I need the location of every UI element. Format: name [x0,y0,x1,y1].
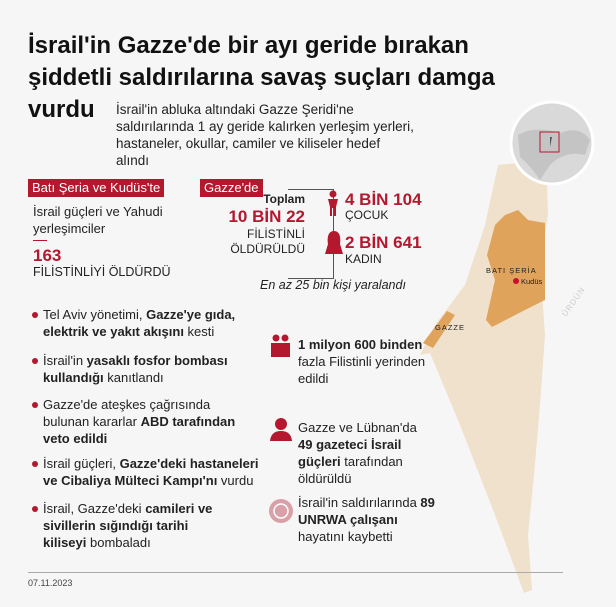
jordan-label: ÜRDÜN [560,285,587,318]
women-label: KADIN [345,252,382,266]
bullet-emphasis: Gazze'ye gıda, elektrik ve yakıt akışını [43,307,236,339]
bullet-text: kanıtlandı [103,370,164,385]
bullet-emphasis: ABD tarafından veto edildi [43,414,236,446]
bullet-text: Tel Aviv yönetimi, [43,307,147,322]
child-icon [328,190,338,216]
gaza-tag: Gazze'de [200,179,263,197]
journalist-icon [270,418,292,441]
children-count: 4 BİN 104 [345,190,422,209]
bullet-emphasis: camileri ve sivillerin sığındığı tarihi … [43,501,213,550]
fact-item: İsrail'in saldırılarında 89 UNRWA çalışa… [298,494,438,545]
bullet-text: Gazze'de ateşkes çağrısında bulunan kara… [43,397,211,429]
west-bank-territory [486,210,545,327]
fact-text: İsrail'in saldırılarında [298,495,421,510]
bullet-text: bombaladı [86,535,151,550]
west-bank-count: 163 [33,246,62,265]
footer-divider [28,572,563,573]
gaza-territory [423,311,455,348]
fact-text: Gazze ve Lübnan'da [298,420,417,435]
west-bank-label: BATI ŞERİA [486,266,537,275]
woman-icon [325,231,343,254]
bullet-emphasis: yasaklı fosfor bombası kullandığı [43,353,228,385]
fact-text: tarafından öldürüldü [298,454,403,486]
un-emblem-icon [269,499,293,523]
fact-text: hayatını kaybetti [298,529,393,544]
aa-logo [568,560,606,594]
gaza-label: GAZZE [435,323,465,332]
total-label: Toplam [263,192,305,206]
west-bank-caption: FİLİSTİNLİYİ ÖLDÜRDÜ [33,265,171,279]
locator-globe [509,100,595,186]
injured-note: En az 25 bin kişi yaralandı [260,278,406,292]
bullet-text: vurdu [217,473,254,488]
bullet-item: İsrail, Gazze'deki camileri ve sivilleri… [30,500,230,551]
map: BATI ŞERİA Kudüs GAZZE ÜRDÜN [420,100,595,593]
children-label: ÇOCUK [345,208,389,222]
bullet-text: İsrail'in [43,353,87,368]
bullet-item: Gazze'de ateşkes çağrısında bulunan kara… [30,396,260,447]
jerusalem-marker [513,278,519,284]
headline: İsrail'in Gazze'de bir ayı geride bıraka… [28,32,495,123]
bullet-emphasis: Gazze'deki hastaneleri ve Cibaliya Mülte… [43,456,259,488]
fact-emphasis: 89 UNRWA çalışanı [298,495,435,527]
jerusalem-label: Kudüs [521,277,543,286]
fact-emphasis: 1 milyon 600 binden [298,337,423,352]
date: 07.11.2023 [28,578,73,588]
bullet-item: İsrail'in yasaklı fosfor bombası kulland… [30,352,260,386]
fact-item: 1 milyon 600 binden fazla Filistinli yer… [298,336,428,387]
total-caption-1: FİLİSTİNLİ [246,227,305,241]
bullet-item: İsrail güçleri, Gazze'deki hastaneleri v… [30,455,275,489]
west-bank-actor: İsrail güçleri ve Yahudi yerleşimciler [33,204,163,236]
displaced-family-icon [271,334,290,357]
west-bank-tag: Batı Şeria ve Kudüs'te [28,179,165,197]
total-caption-2: ÖLDÜRÜLDÜ [230,242,305,256]
bullet-text: İsrail, Gazze'deki [43,501,146,516]
fact-emphasis: 49 gazeteci İsrail güçleri [298,437,402,469]
divider [33,240,47,241]
bullet-text: kesti [183,324,215,339]
subtitle: İsrail'in abluka altındaki Gazze Şeridi'… [116,102,414,168]
bullet-item: Tel Aviv yönetimi, Gazze'ye gıda, elektr… [30,306,260,340]
fact-text: fazla Filistinli yerinden edildi [298,354,426,386]
fact-item: Gazze ve Lübnan'da 49 gazeteci İsrail gü… [298,419,428,487]
total-count: 10 BİN 22 [228,207,305,226]
bullet-text: İsrail güçleri, [43,456,120,471]
women-count: 2 BİN 641 [345,233,422,252]
